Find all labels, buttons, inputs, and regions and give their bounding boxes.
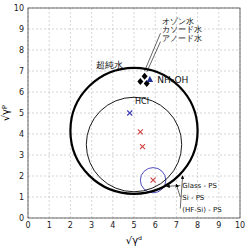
tick-label: 2 [19, 172, 24, 181]
y-axis-label: √γᵖ [0, 105, 11, 122]
circle-label: Si - PS [182, 194, 205, 202]
tick-label: 10 [235, 221, 245, 230]
tick-label: 6 [153, 221, 158, 230]
tick-label: 0 [25, 221, 30, 230]
tick-label: 4 [19, 130, 24, 139]
tick-label: 6 [19, 88, 24, 97]
grid-line [28, 176, 240, 177]
grid-line [28, 92, 240, 93]
tick-label: 7 [19, 67, 24, 76]
point [140, 144, 145, 149]
tick-label: 7 [174, 221, 179, 230]
tick-label: 3 [19, 151, 24, 160]
grid-line [28, 197, 240, 198]
circle-label: (HF-Si) - PS [182, 206, 222, 214]
point [138, 129, 143, 134]
tick-label: 1 [47, 221, 52, 230]
tick-label: 4 [110, 221, 115, 230]
point [142, 73, 148, 80]
x-axis-label: √γᵈ [126, 235, 142, 246]
tick-label: 3 [89, 221, 94, 230]
tick-label: 2 [68, 221, 73, 230]
grid-line [28, 71, 240, 72]
tick-label: 9 [19, 25, 24, 34]
label-arrow [176, 184, 180, 197]
tick-label: 9 [216, 221, 221, 230]
leader-line [147, 42, 161, 72]
annotation: HCl [135, 97, 149, 106]
plot-frame [28, 8, 240, 218]
tick-label: 8 [19, 46, 24, 55]
grid-line [218, 8, 219, 218]
tick-label: 8 [195, 221, 200, 230]
tick-label: 5 [131, 221, 136, 230]
grid-line [28, 50, 240, 51]
leader-line [145, 33, 161, 71]
tick-label: 10 [14, 4, 24, 13]
annotation: NH₄OH [157, 75, 188, 85]
tick-label: 1 [19, 193, 24, 202]
chart: 012345678910012345678910√γᵈ√γᵖオゾン水カソード水ア… [0, 0, 250, 248]
point [151, 178, 156, 183]
plot-area [70, 68, 197, 194]
grid-line [28, 113, 240, 114]
region-circle [140, 168, 165, 193]
grid-line [28, 155, 240, 156]
annotation: 超純水 [96, 60, 123, 70]
region-circle [70, 68, 197, 194]
label-arrow [180, 176, 182, 209]
point [147, 76, 153, 82]
grid-line [28, 29, 240, 30]
grid-line [91, 8, 92, 218]
region-circle [86, 97, 181, 192]
tick-label: 5 [19, 109, 24, 118]
grid-line [70, 8, 71, 218]
circle-label: Glass - PS [182, 182, 217, 190]
grid-line [28, 134, 240, 135]
point [137, 78, 143, 85]
point [127, 111, 132, 116]
label-arrow [167, 185, 181, 187]
annotation: アノード水 [162, 34, 202, 43]
tick-label: 0 [19, 214, 24, 223]
